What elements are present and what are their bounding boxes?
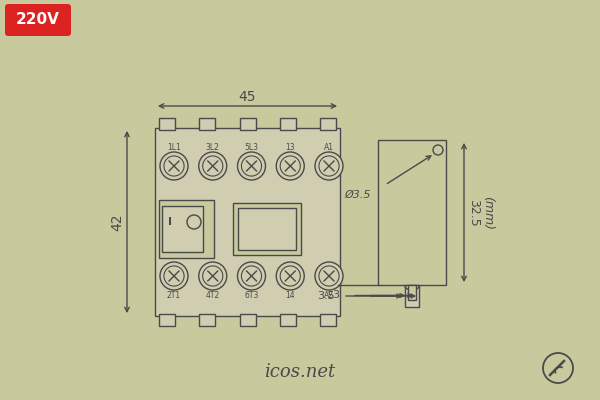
Text: 220V: 220V [16,12,60,28]
Bar [155,128,340,316]
Bar [233,203,301,255]
Bar [199,314,215,326]
Text: 6T3: 6T3 [244,290,259,300]
Circle shape [238,152,265,180]
Bar [320,314,336,326]
Circle shape [160,262,188,290]
Text: icos.net: icos.net [265,363,335,381]
Circle shape [199,152,227,180]
Bar [159,200,214,258]
Text: 1L1: 1L1 [167,142,181,152]
Text: 3L2: 3L2 [206,142,220,152]
Text: 14: 14 [286,290,295,300]
Bar [405,285,419,307]
Bar [408,285,416,300]
Bar [159,118,175,130]
Circle shape [315,152,343,180]
Circle shape [160,152,188,180]
Circle shape [315,262,343,290]
Circle shape [276,152,304,180]
Bar [159,314,175,326]
Bar [239,314,256,326]
Bar [280,118,296,130]
Text: 45: 45 [239,90,256,104]
Text: 4T2: 4T2 [206,290,220,300]
Text: Ø3.5: Ø3.5 [345,190,371,200]
Bar [378,140,446,285]
Bar [239,118,256,130]
Circle shape [199,262,227,290]
FancyBboxPatch shape [5,4,71,36]
Text: (mm): (mm) [482,196,494,230]
Bar [162,206,203,252]
Text: 2T1: 2T1 [167,290,181,300]
Text: 3: 3 [332,290,340,300]
Text: A1: A1 [324,142,334,152]
Text: 32.5: 32.5 [467,199,481,226]
Bar [280,314,296,326]
Text: 42: 42 [110,213,124,231]
Text: 3.5: 3.5 [317,291,335,301]
Bar [238,208,296,250]
Circle shape [238,262,265,290]
Text: I: I [168,217,172,227]
Text: A2: A2 [324,290,334,300]
Text: 5L3: 5L3 [245,142,259,152]
Text: 13: 13 [286,142,295,152]
Bar [199,118,215,130]
Bar [320,118,336,130]
Circle shape [276,262,304,290]
